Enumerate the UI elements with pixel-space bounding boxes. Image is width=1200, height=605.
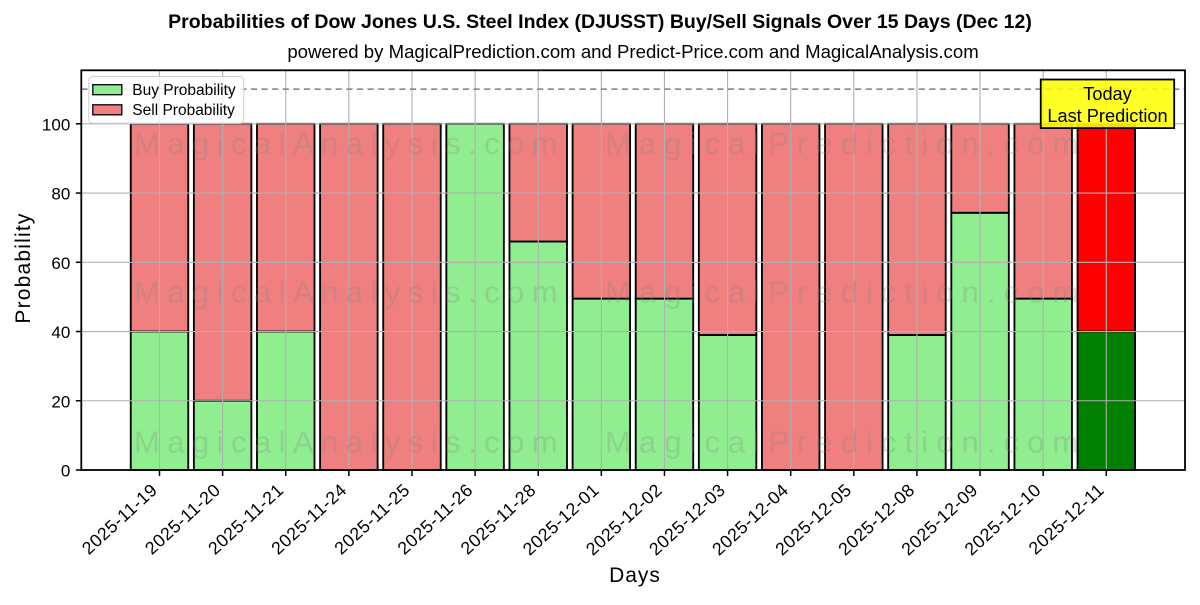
svg-text:80: 80 [51,185,70,204]
svg-text:MagicalPrediction.com: MagicalPrediction.com [605,126,1086,161]
svg-text:20: 20 [51,392,70,411]
svg-text:MagicalAnalysis.com: MagicalAnalysis.com [134,275,565,310]
svg-text:Probabilities of Dow Jones U.S: Probabilities of Dow Jones U.S. Steel In… [168,11,1032,33]
svg-text:60: 60 [51,254,70,273]
svg-text:Probability: Probability [12,212,35,323]
svg-text:Today: Today [1083,84,1132,104]
svg-text:powered by MagicalPrediction.c: powered by MagicalPrediction.com and Pre… [287,41,978,62]
svg-text:Buy Probability: Buy Probability [132,82,236,99]
svg-text:Sell Probability: Sell Probability [132,102,235,119]
svg-text:0: 0 [61,462,70,481]
svg-text:MagicalPrediction.com: MagicalPrediction.com [605,275,1086,310]
svg-text:Days: Days [609,564,661,587]
svg-text:Last Prediction: Last Prediction [1047,106,1167,126]
svg-text:MagicalAnalysis.com: MagicalAnalysis.com [134,126,565,161]
svg-text:MagicalAnalysis.com: MagicalAnalysis.com [134,425,565,460]
svg-text:100: 100 [42,115,70,134]
svg-text:MagicalPrediction.com: MagicalPrediction.com [605,425,1086,460]
svg-text:40: 40 [51,323,70,342]
